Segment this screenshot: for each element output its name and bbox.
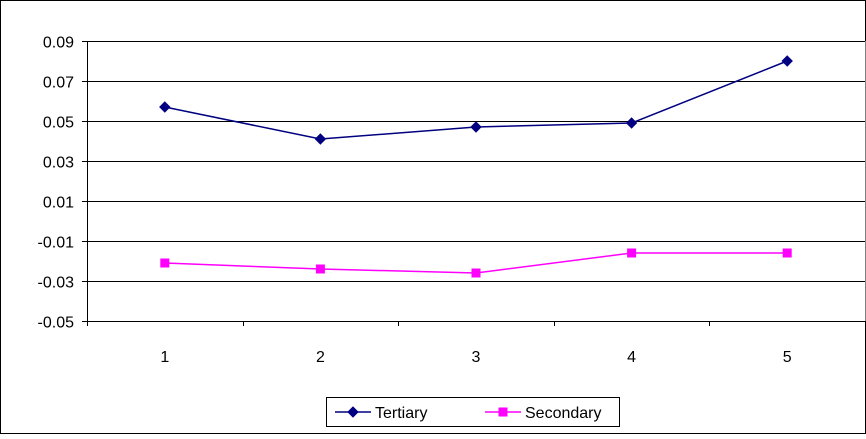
square-marker bbox=[471, 268, 481, 278]
x-tick-label: 5 bbox=[783, 349, 792, 366]
legend-box bbox=[326, 397, 620, 427]
x-tick-label: 2 bbox=[316, 349, 325, 366]
y-tick-label: 0.01 bbox=[43, 195, 74, 212]
y-tick-label: -0.01 bbox=[38, 235, 75, 252]
axes: 0.09 0.07 0.05 0.03 0.01 -0.01 -0.03 -0.05 1 2 3 4 5 bbox=[38, 35, 866, 366]
square-marker bbox=[627, 248, 637, 258]
y-tick-label: 0.09 bbox=[43, 35, 74, 52]
square-marker bbox=[315, 264, 325, 274]
y-tick-label: 0.03 bbox=[43, 155, 74, 172]
x-tick-label: 4 bbox=[627, 349, 636, 366]
diamond-marker bbox=[781, 55, 793, 67]
square-marker bbox=[782, 248, 792, 258]
x-tick-label: 1 bbox=[160, 349, 169, 366]
square-marker bbox=[498, 407, 508, 417]
series-layer bbox=[159, 55, 793, 278]
diamond-marker bbox=[347, 406, 359, 418]
y-tick-label: -0.05 bbox=[38, 315, 75, 332]
y-tick-label: -0.03 bbox=[38, 275, 75, 292]
diamond-marker bbox=[314, 133, 327, 145]
x-tick-label: 3 bbox=[472, 349, 481, 366]
legend-label-tertiary: Tertiary bbox=[375, 405, 427, 422]
diamond-marker bbox=[470, 121, 482, 133]
plot-area bbox=[87, 41, 866, 322]
y-tick-label: 0.05 bbox=[43, 115, 74, 132]
diamond-marker bbox=[625, 117, 638, 129]
legend: Tertiary Secondary bbox=[326, 397, 620, 427]
square-marker bbox=[160, 258, 170, 268]
y-tick-label: 0.07 bbox=[43, 75, 74, 92]
legend-label-secondary: Secondary bbox=[525, 405, 602, 422]
diamond-marker bbox=[159, 101, 171, 113]
